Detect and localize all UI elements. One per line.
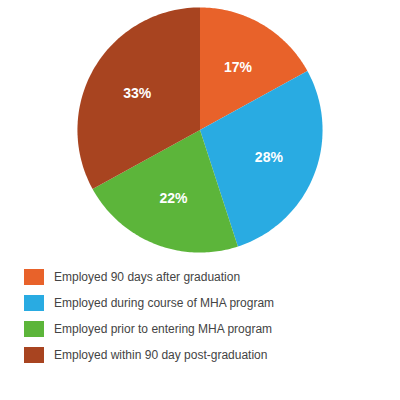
svg-text:22%: 22% [159,190,188,206]
svg-text:17%: 17% [224,59,253,75]
html-text:Employed 90 days after graduat: Employed 90 days after graduation [54,270,241,284]
svg-text:28%: 28% [255,149,284,165]
html-text:Employed prior to entering MHA: Employed prior to entering MHA program [54,322,273,336]
svg-text:33%: 33% [123,85,152,101]
html-text:Employed during course of MHA: Employed during course of MHA program [54,296,275,310]
html-text:Employed within 90 day post-gr: Employed within 90 day post-graduation [54,348,268,362]
